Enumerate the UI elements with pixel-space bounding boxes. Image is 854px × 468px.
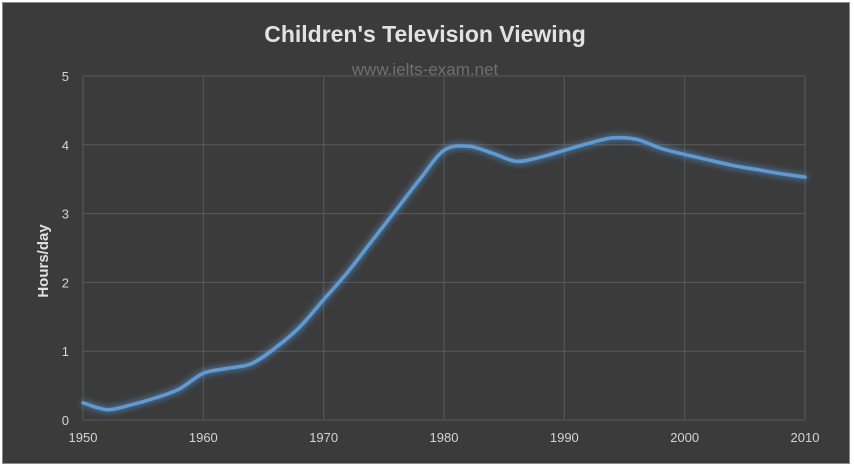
x-tick-label: 1970 — [309, 430, 338, 445]
y-tick-label: 5 — [62, 69, 69, 84]
x-tick-label: 2000 — [670, 430, 699, 445]
grid-lines — [82, 75, 806, 421]
x-tick-label: 1980 — [430, 430, 459, 445]
x-tick-label: 2010 — [791, 430, 820, 445]
y-tick-label: 3 — [62, 207, 69, 222]
y-tick-label: 4 — [62, 138, 69, 153]
x-tick-label: 1950 — [69, 430, 98, 445]
line-chart: Children's Television Viewing www.ielts-… — [35, 21, 820, 445]
watermark: www.ielts-exam.net — [351, 60, 499, 79]
chart-title: Children's Television Viewing — [264, 21, 586, 47]
y-tick-label: 0 — [62, 413, 69, 428]
series-line — [81, 135, 807, 412]
y-tick-label: 1 — [62, 344, 69, 359]
series-layer — [81, 135, 807, 412]
axis-ticks: 0 1 2 3 4 5 1950 1960 1970 1980 1990 2000 2010 — [62, 69, 820, 445]
y-axis-label: Hours/day — [35, 224, 52, 298]
x-tick-label: 1960 — [189, 430, 218, 445]
x-tick-label: 1990 — [550, 430, 579, 445]
y-tick-label: 2 — [62, 275, 69, 290]
